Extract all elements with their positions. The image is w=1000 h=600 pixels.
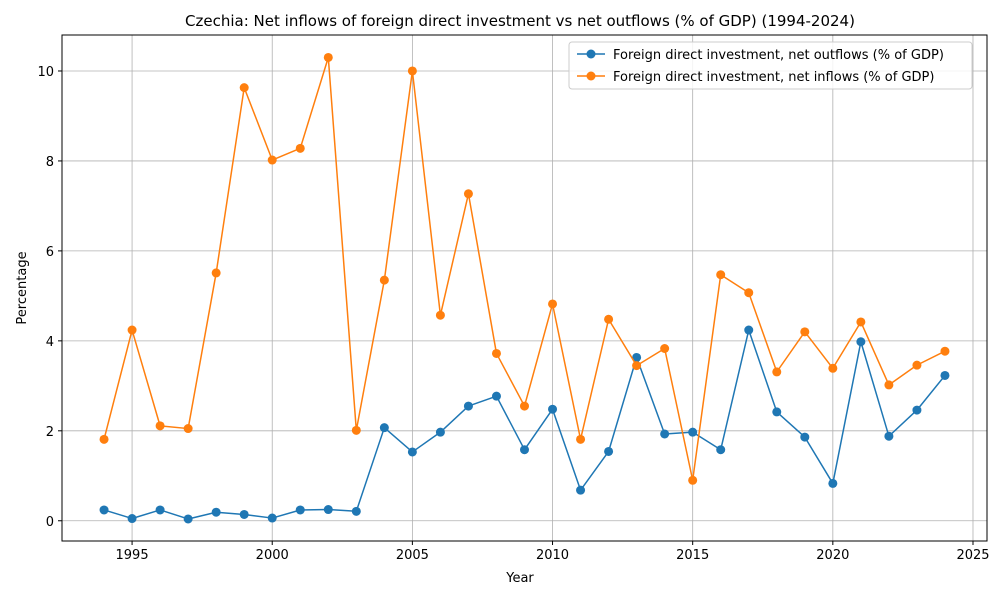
series-2-point [912,360,922,370]
x-tick-label: 2005 [396,548,429,563]
series-1-point [351,506,361,516]
series-1-point [295,505,305,515]
series-2-point [800,327,810,337]
plot-frame [61,34,988,542]
axes: 1995 2000 2005 2010 2015 2020 2025 0 2 4 6 8 10 [37,34,990,563]
legend-marker-1 [586,49,596,59]
series-1-point [491,391,501,401]
series-2-point [323,52,333,62]
series-1-point [856,337,866,347]
x-tick-label: 2025 [956,548,989,563]
y-tick-label: 8 [46,155,54,170]
x-axis-label: Year [505,571,534,586]
series-1-point [267,513,277,523]
series-1-point [548,404,558,414]
series-2-point [407,66,417,76]
series-layer [99,52,950,524]
series-1-point [940,370,950,380]
series-1-point [127,514,137,524]
series-1-point [576,485,586,495]
series-2-point [548,299,558,309]
series-2-point [660,343,670,353]
x-tick-label: 1995 [116,548,149,563]
series-2-point [379,275,389,285]
series-1-point [912,405,922,415]
series-1-point [99,505,109,515]
series-1-point [463,401,473,411]
y-tick-label: 4 [46,335,54,350]
series-2-point [772,367,782,377]
series-1-point [520,445,529,455]
series-1-point [884,431,894,441]
series-1-point [239,509,249,519]
series-1-point [323,505,333,515]
series-1-point [632,352,642,362]
series-2-point [520,401,529,411]
series-2-point [716,270,726,280]
series-2-point [884,380,894,390]
legend-box [568,41,973,90]
y-axis-label: Percentage [15,251,30,324]
series-2-point [576,434,586,444]
series-1-point [435,427,445,437]
chart-title: Czechia: Net inflows of foreign direct i… [185,12,855,30]
legend-label-1: Foreign direct investment, net outflows … [613,48,944,63]
series-2-point [940,346,950,356]
series-1-point [800,432,810,442]
x-tick-label: 2020 [816,548,849,563]
series-2-point [155,421,165,431]
y-tick-label: 10 [37,65,54,80]
series-2-point [491,348,501,358]
series-2-point [239,83,249,93]
series-2-point [632,361,642,371]
series-2-point [744,288,754,298]
y-tick-label: 2 [46,425,54,440]
series-2-point [463,189,473,199]
x-tick-label: 2010 [536,548,569,563]
series-1-point [688,427,698,437]
series-1-point [407,447,417,457]
series-1-point [379,423,389,433]
series-2-point [183,424,193,434]
series-2-point [688,475,698,485]
y-tick-label: 0 [46,515,54,530]
series-2-point [604,314,614,324]
legend-marker-2 [586,71,596,81]
series-1-point [183,514,193,524]
series-2-point [99,434,109,444]
series-1-point [660,429,670,439]
series-2-point [856,317,866,327]
series-2-point [295,143,305,153]
series-1-point [604,446,614,456]
series-1-point [211,507,221,517]
x-tick-label: 2015 [676,548,709,563]
series-2-point [127,325,137,335]
series-2-point [351,425,361,435]
series-1-point [744,325,754,335]
legend: Foreign direct investment, net outflows … [568,41,973,90]
series-2-point [211,268,221,278]
series-1-point [155,505,165,515]
series-1-point [716,445,726,455]
y-tick-label: 6 [46,245,54,260]
series-1-point [772,407,782,417]
series-2-point [267,155,277,165]
series-2-point [828,363,838,373]
legend-label-2: Foreign direct investment, net inflows (… [613,70,934,85]
series-1-point [828,478,838,488]
series-2-point [435,310,445,320]
x-tick-label: 2000 [256,548,289,563]
